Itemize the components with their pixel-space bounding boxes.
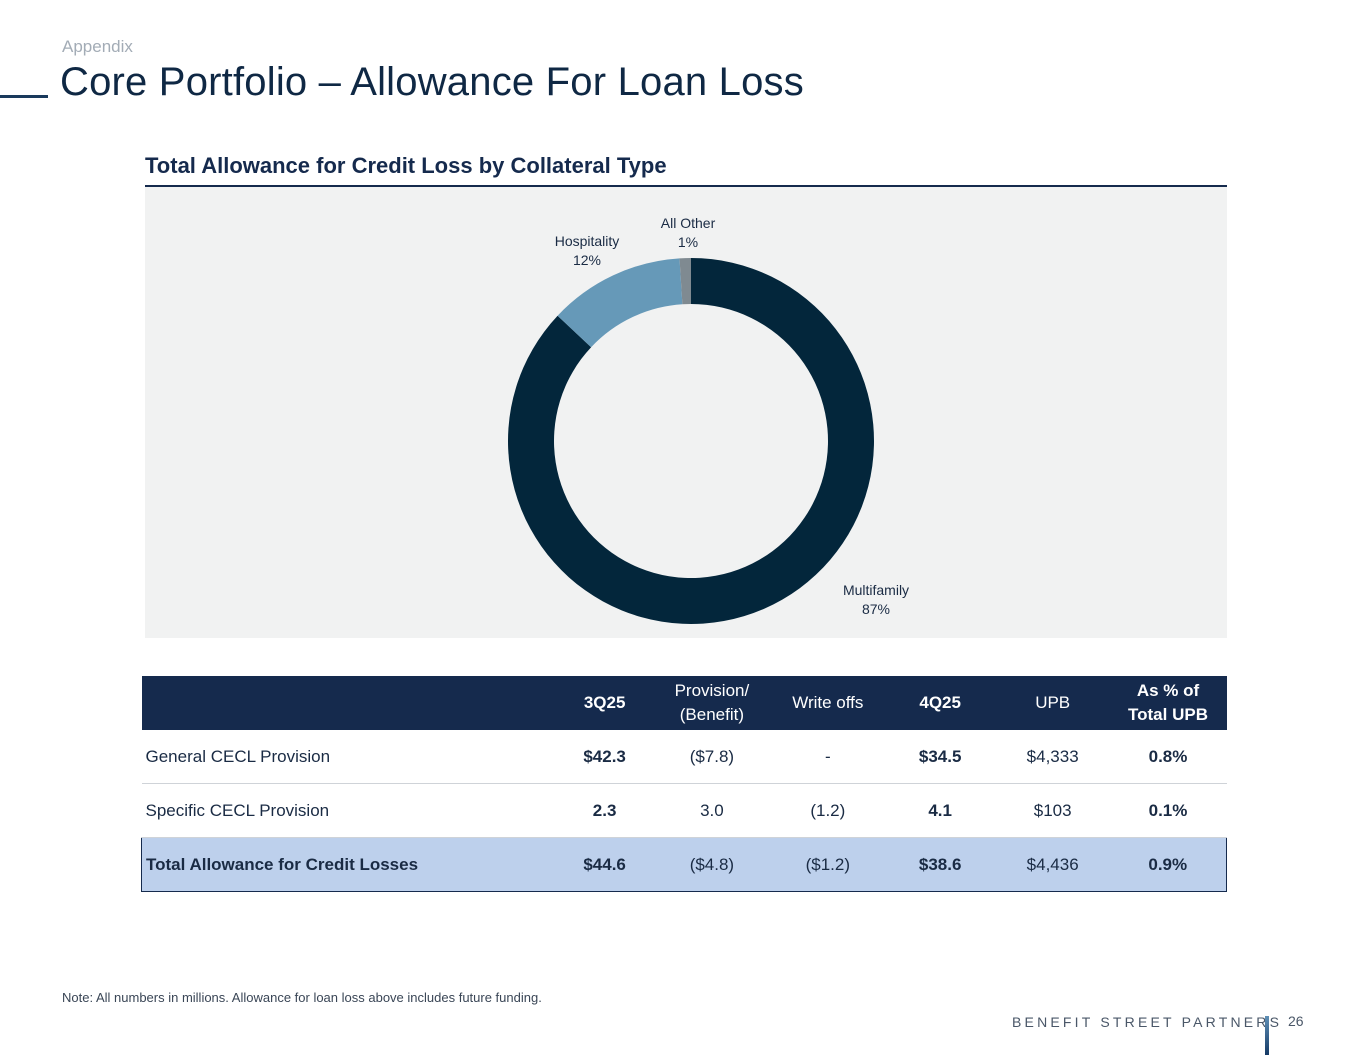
cell-write-offs: (1.2) [771,783,885,838]
cell-upb: $4,436 [995,837,1110,892]
cell-provision: ($7.8) [652,730,772,784]
donut-chart: Multifamily 87% Hospitality 12% All Othe… [508,215,909,624]
cell-pct: 0.8% [1109,730,1227,784]
header-3q25: 3Q25 [583,693,626,712]
cell-3q25: $42.3 [556,730,653,784]
table-header-row: 3Q25 Provision/(Benefit) Write offs 4Q25… [141,676,1227,730]
slice-all-other [679,258,691,305]
cell-pct: 0.1% [1109,783,1227,838]
header-label [142,676,557,730]
table-row: General CECL Provision $42.3 ($7.8) - $3… [141,730,1227,784]
page-number: 26 [1288,1013,1304,1029]
slice-name-multifamily: Multifamily [843,582,909,598]
row-label: General CECL Provision [141,730,557,784]
cell-3q25: 2.3 [556,783,653,838]
header-upb: UPB [1035,693,1071,712]
slice-label-hospitality: Hospitality 12% [555,233,620,268]
cell-provision: 3.0 [652,783,772,838]
cell-pct: 0.9% [1109,837,1227,892]
footnote: Note: All numbers in millions. Allowance… [62,990,542,1005]
chart-title-rule [145,185,1227,187]
header-provision: Provision/(Benefit) [674,681,750,724]
donut-chart-panel: Multifamily 87% Hospitality 12% All Othe… [145,187,1227,638]
slice-pct-hospitality: 12% [573,252,601,268]
slice-pct-multifamily: 87% [862,601,890,617]
row-label: Specific CECL Provision [141,783,557,838]
cell-write-offs: ($1.2) [771,837,885,892]
header-pct-total-upb: As % of Total UPB [1128,681,1208,724]
section-label: Appendix [62,37,133,56]
slice-label-multifamily: Multifamily 87% [843,582,909,617]
cell-4q25: 4.1 [884,783,996,838]
cell-4q25: $34.5 [884,730,996,784]
cell-provision: ($4.8) [652,837,772,892]
cell-upb: $4,333 [995,730,1110,784]
cell-4q25: $38.6 [884,837,996,892]
slice-label-all-other: All Other 1% [661,215,716,250]
donut-slices [508,258,875,624]
title-accent-line [0,95,48,98]
cell-upb: $103 [995,783,1110,838]
header-4q25: 4Q25 [919,693,961,712]
brand-bar [1265,1016,1269,1055]
cell-write-offs: - [771,730,885,784]
chart-title: Total Allowance for Credit Loss by Colla… [145,153,667,178]
brand-name: BENEFIT STREET PARTNERS [1012,1014,1283,1030]
slice-name-all-other: All Other [661,215,716,231]
cell-3q25: $44.6 [556,837,653,892]
header-write-offs: Write offs [792,693,864,712]
slice-hospitality [557,258,683,348]
table-row: Specific CECL Provision 2.3 3.0 (1.2) 4.… [141,783,1227,838]
table-total-row: Total Allowance for Credit Losses $44.6 … [140,837,1227,892]
row-label: Total Allowance for Credit Losses [140,837,557,892]
page-title: Core Portfolio – Allowance For Loan Loss [60,60,804,104]
allowance-table: 3Q25 Provision/(Benefit) Write offs 4Q25… [140,676,1227,892]
slice-pct-all-other: 1% [678,234,698,250]
slice-name-hospitality: Hospitality [555,233,620,249]
